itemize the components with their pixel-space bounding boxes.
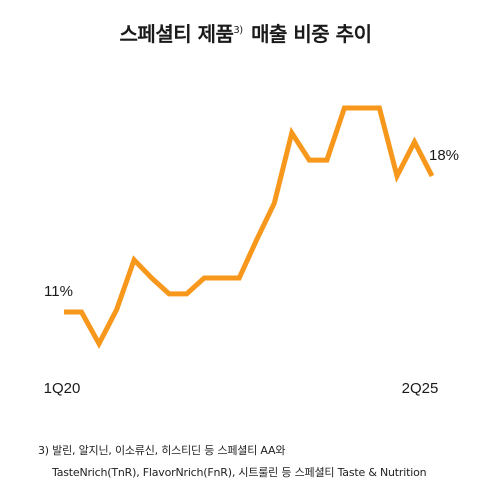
- end-value-label: 18%: [429, 147, 459, 164]
- series-line: [64, 105, 435, 350]
- line-chart: 11% 18% 1Q20 2Q25: [44, 105, 459, 397]
- title-main: 스페셜티 제품: [119, 22, 234, 46]
- chart-title: 스페셜티 제품3) 매출 비중 추이: [0, 18, 491, 47]
- x-axis-end-label: 2Q25: [402, 380, 439, 397]
- footnote-line-2: TasteNrich(TnR), FlavorNrich(FnR), 시트룰린 …: [52, 466, 427, 479]
- title-rest: 매출 비중 추이: [251, 22, 372, 46]
- start-value-label: 11%: [44, 283, 73, 300]
- footnote-line-1: 3) 발린, 알지닌, 이소류신, 히스티딘 등 스페셜티 AA와: [38, 444, 286, 457]
- title-footnote-marker: 3): [233, 25, 243, 37]
- x-axis-start-label: 1Q20: [44, 380, 81, 397]
